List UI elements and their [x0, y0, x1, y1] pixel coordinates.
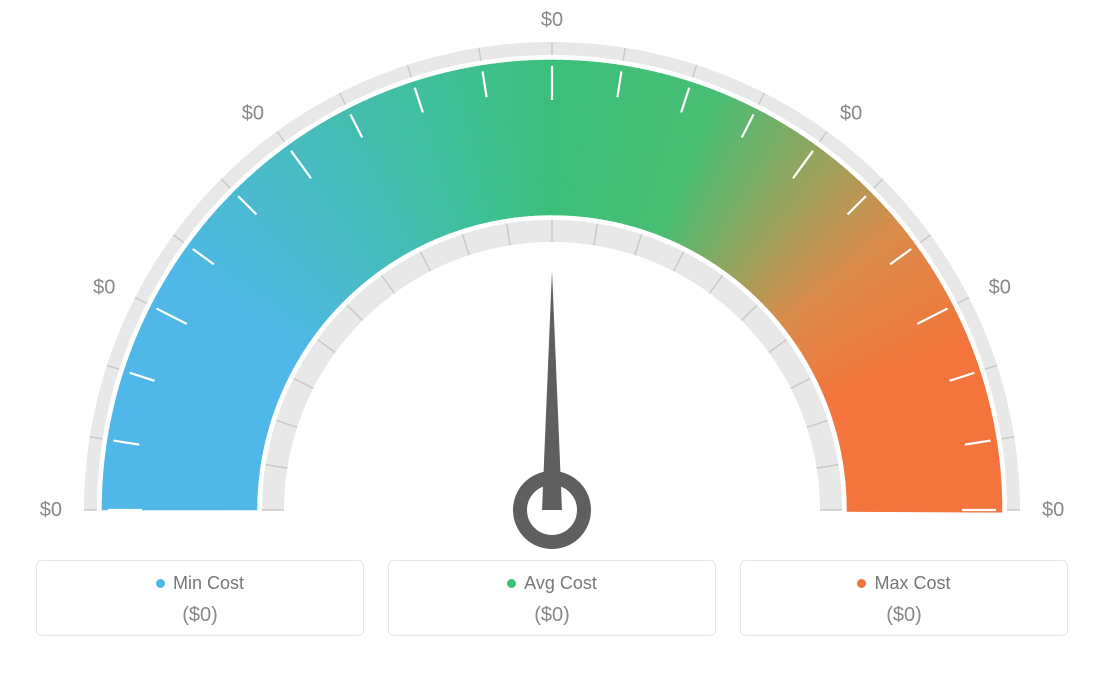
- legend-dot-max: [857, 579, 866, 588]
- gauge-tick-label: $0: [242, 103, 264, 125]
- legend-label-avg: Avg Cost: [524, 573, 597, 594]
- legend-label-max: Max Cost: [874, 573, 950, 594]
- legend-value-max: ($0): [741, 604, 1067, 627]
- gauge-tick-label: $0: [1042, 499, 1064, 521]
- legend-dot-avg: [507, 579, 516, 588]
- legend-label-min: Min Cost: [173, 573, 244, 594]
- legend-row: Min Cost ($0) Avg Cost ($0) Max Cost ($0…: [0, 560, 1104, 636]
- legend-value-avg: ($0): [389, 604, 715, 627]
- gauge-tick-label: $0: [541, 9, 563, 31]
- legend-value-min: ($0): [37, 604, 363, 627]
- gauge-svg: $0 $0 $0 $0 $0 $0 $0: [0, 0, 1104, 560]
- gauge-tick-label: $0: [40, 499, 62, 521]
- legend-dot-min: [156, 579, 165, 588]
- legend-card-avg: Avg Cost ($0): [388, 560, 716, 636]
- gauge-needle: [520, 270, 584, 542]
- cost-gauge-chart: $0 $0 $0 $0 $0 $0 $0: [0, 0, 1104, 560]
- gauge-tick-label: $0: [93, 277, 115, 299]
- gauge-tick-label: $0: [989, 277, 1011, 299]
- legend-card-max: Max Cost ($0): [740, 560, 1068, 636]
- gauge-tick-label: $0: [840, 103, 862, 125]
- legend-card-min: Min Cost ($0): [36, 560, 364, 636]
